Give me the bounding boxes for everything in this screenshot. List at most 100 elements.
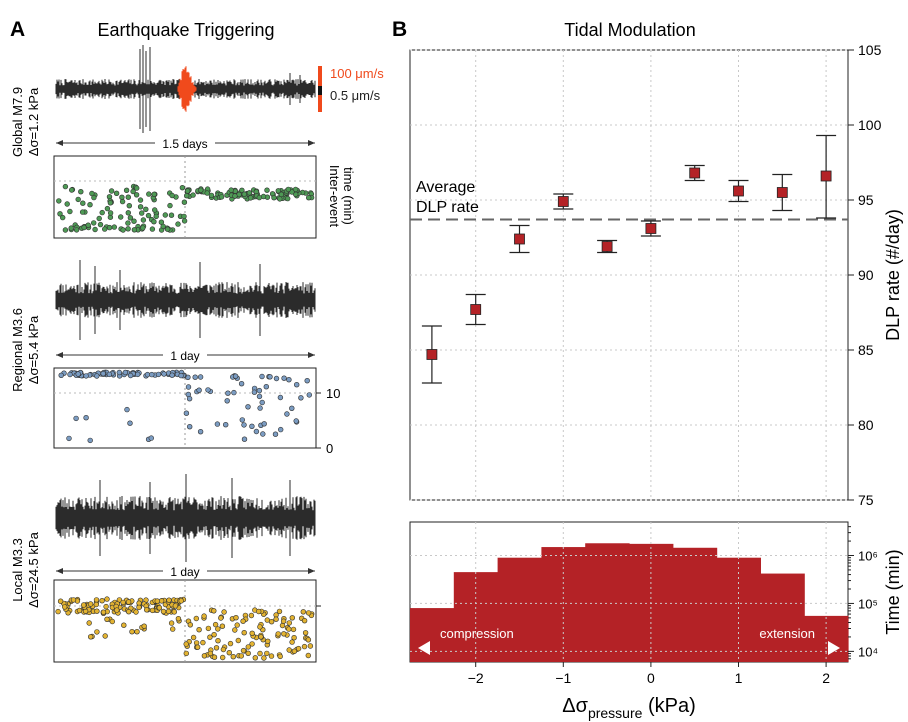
interevent-dot — [104, 205, 111, 212]
extension-label: extension — [759, 626, 815, 641]
scale-low-label: 0.5 μm/s — [330, 88, 381, 103]
interevent-dot — [102, 633, 108, 639]
interevent-dot — [263, 384, 269, 390]
interevent-dot — [220, 654, 226, 661]
interevent-dot — [301, 617, 308, 624]
histogram-bar — [672, 547, 718, 662]
interevent-dot — [268, 653, 275, 659]
interevent-dot — [293, 418, 299, 424]
dlp-rate-points — [421, 134, 837, 384]
histogram-bar — [541, 547, 586, 662]
interevent-dot — [305, 637, 312, 643]
dlp-rate-y-label: DLP rate (#/day) — [883, 209, 903, 341]
interevent-dot — [307, 643, 314, 649]
interevent-dot — [291, 648, 298, 654]
interevent-dot — [93, 597, 100, 603]
interevent-dot — [67, 371, 73, 378]
interevent-dot — [231, 389, 237, 396]
interevent-dot — [87, 202, 93, 208]
interevent-dot — [99, 209, 105, 216]
interevent-dot — [125, 220, 131, 226]
interevent-dot — [245, 644, 252, 650]
interevent-dot — [124, 406, 130, 413]
row-delta-regional: Δσ=5.4 kPa — [26, 315, 41, 384]
interevent-dot — [107, 210, 114, 216]
interevent-dot — [240, 618, 246, 624]
interevent-dot — [249, 630, 255, 636]
time-histogram: 10⁴ 10⁵ 10⁶ −2 −1 0 1 2 — [409, 521, 878, 686]
interevent-dot — [80, 602, 87, 608]
interevent-dot — [183, 650, 190, 657]
y-tick-label: 85 — [858, 342, 874, 358]
interevent-dot — [256, 387, 263, 394]
interevent-dot — [78, 189, 84, 195]
interevent-dot — [276, 608, 283, 615]
dlp-rate-point — [645, 223, 657, 234]
interevent-dot — [278, 426, 284, 433]
interevent-dot — [239, 417, 246, 423]
interevent-dot — [205, 625, 212, 632]
row-delta-local: Δσ=24.5 kPa — [26, 531, 41, 607]
regional-tick-0: 0 — [326, 441, 333, 456]
interevent-dot — [273, 375, 280, 382]
interevent-dot — [59, 214, 66, 221]
interevent-dot — [207, 650, 214, 657]
interevent-dot — [93, 601, 100, 608]
y-tick-label: 90 — [858, 267, 874, 283]
interevent-dot — [185, 384, 192, 390]
interevent-axis-label-2: time (min) — [341, 167, 356, 225]
interevent-dot — [131, 227, 138, 233]
interevent-dot — [149, 226, 156, 232]
interevent-dot — [90, 220, 97, 226]
interevent-dot — [239, 187, 245, 194]
interevent-dot — [178, 598, 184, 604]
dlp-rate-point — [601, 241, 613, 252]
interevent-dot — [184, 188, 191, 194]
interevent-dot — [291, 634, 297, 641]
interevent-dot — [306, 195, 312, 201]
interevent-dot — [136, 604, 142, 611]
interevent-dot — [56, 198, 62, 204]
interevent-dot — [87, 634, 94, 640]
interevent-dot — [271, 195, 277, 201]
interevent-dot — [55, 608, 61, 615]
interevent-dot — [162, 212, 169, 218]
interevent-dot — [261, 421, 267, 427]
interevent-dot — [139, 210, 145, 216]
interevent-dot — [156, 605, 163, 611]
y-tick-label: 10⁴ — [858, 644, 878, 659]
interevent-dot — [211, 631, 217, 638]
y-tick-label: 10⁶ — [858, 549, 878, 564]
span-arrow-local — [56, 564, 315, 578]
interevent-dot — [241, 191, 248, 197]
dlp-rate-point — [514, 233, 525, 245]
interevent-dot — [125, 599, 132, 605]
interevent-dot — [305, 610, 312, 616]
interevent-dot — [290, 626, 297, 633]
interevent-dot — [86, 620, 92, 626]
interevent-dot — [223, 422, 229, 428]
interevent-dot — [256, 393, 263, 400]
interevent-dot — [122, 369, 129, 376]
interevent-dot — [249, 641, 255, 647]
interevent-dot — [94, 629, 100, 635]
interevent-dot — [220, 646, 227, 653]
row-label-regional: Regional M3.6 — [10, 308, 25, 392]
interevent-dot — [114, 607, 120, 613]
y-tick-label: 80 — [858, 417, 874, 433]
interevent-dot — [302, 630, 309, 636]
dlp-rate-y-ticks: 75 80 85 90 95 100 105 — [848, 42, 882, 508]
interevent-dot — [272, 431, 279, 437]
interevent-dot — [232, 373, 239, 379]
interevent-dot — [168, 620, 175, 626]
interevent-dot — [87, 601, 94, 607]
interevent-dot — [121, 622, 127, 628]
interevent-dot — [143, 206, 149, 213]
interevent-dot — [289, 405, 295, 411]
interevent-dot — [200, 639, 206, 646]
interevent-dot — [125, 194, 132, 200]
interevent-dot — [227, 640, 234, 647]
interevent-dot — [196, 626, 202, 633]
interevent-dot — [207, 634, 213, 640]
interevent-dot — [226, 649, 233, 656]
